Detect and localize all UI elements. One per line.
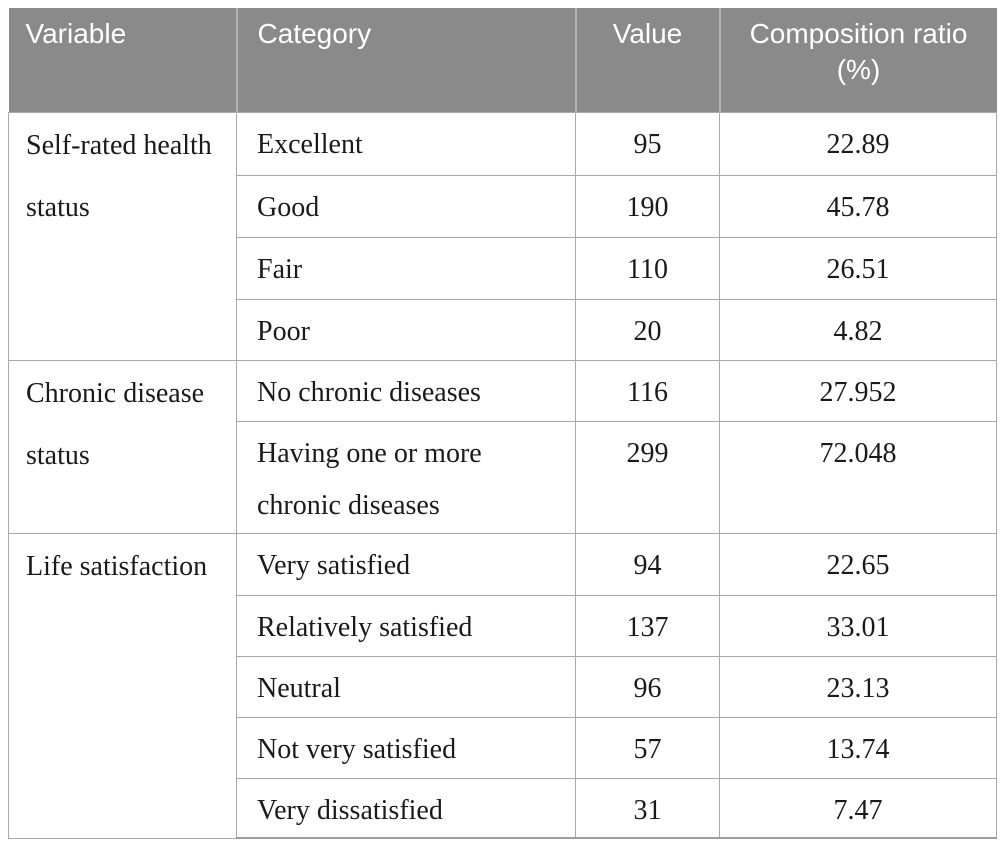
category-cell: Fair (236, 236, 576, 300)
category-cell: Excellent (236, 111, 576, 176)
ratio-cell: 26.51 (719, 236, 997, 300)
ratio-cell: 22.65 (719, 532, 997, 596)
value-cell: 110 (575, 236, 720, 300)
value-cell: 20 (575, 298, 720, 361)
value-cell: 94 (575, 532, 720, 596)
category-cell: Having one or more chronic diseases (236, 420, 576, 534)
ratio-cell: 27.952 (719, 359, 997, 422)
value-cell: 116 (575, 359, 720, 422)
value-cell: 95 (575, 111, 720, 176)
frequency-table: Variable Category Value Composition rati… (8, 8, 997, 839)
value-cell: 137 (575, 594, 720, 657)
table-row: Chronic disease status No chronic diseas… (8, 359, 997, 534)
category-cell: Poor (236, 298, 576, 361)
column-header-composition-ratio: Composition ratio (%) (719, 8, 997, 112)
column-header-value: Value (575, 8, 721, 112)
table-row: Neutral 96 23.13 (9, 655, 997, 718)
ratio-cell: 4.82 (719, 298, 997, 361)
table-row: Good 190 45.78 (9, 174, 997, 238)
value-cell: 57 (575, 716, 720, 779)
ratio-cell: 33.01 (719, 594, 997, 657)
category-cell: Good (236, 174, 576, 238)
table-row: Very dissatisfied 31 7.47 (9, 777, 997, 839)
category-cell: Neutral (236, 655, 576, 718)
column-header-category: Category (236, 8, 577, 112)
table-row: Poor 20 4.82 (9, 298, 997, 361)
variable-cell: Life satisfaction (8, 532, 237, 839)
value-cell: 190 (575, 174, 720, 238)
value-cell: 299 (575, 420, 720, 534)
ratio-cell: 22.89 (719, 111, 997, 176)
variable-cell: Self-rated health status (8, 111, 237, 361)
value-cell: 96 (575, 655, 720, 718)
category-cell: Very satisfied (236, 532, 576, 596)
category-cell: No chronic diseases (236, 359, 576, 422)
ratio-cell: 7.47 (719, 777, 997, 839)
ratio-cell: 13.74 (719, 716, 997, 779)
category-cell: Not very satisfied (236, 716, 576, 779)
table-container: Variable Category Value Composition rati… (8, 8, 997, 839)
table-row: Having one or more chronic diseases 299 … (9, 420, 997, 534)
table-row: Relatively satisfied 137 33.01 (9, 594, 997, 657)
category-cell: Relatively satisfied (236, 594, 576, 657)
ratio-cell: 45.78 (719, 174, 997, 238)
table-row: Self-rated health status Excellent 95 22… (8, 111, 997, 361)
ratio-cell: 72.048 (719, 420, 997, 534)
header-row: Variable Category Value Composition rati… (8, 8, 997, 112)
table-row: Not very satisfied 57 13.74 (9, 716, 997, 779)
table-row: Fair 110 26.51 (9, 236, 997, 300)
column-header-variable: Variable (8, 8, 238, 112)
variable-cell: Chronic disease status (8, 359, 237, 534)
ratio-cell: 23.13 (719, 655, 997, 718)
category-cell: Very dissatisfied (236, 777, 576, 839)
table-row: Life satisfaction Very satisfied 94 22.6… (8, 532, 997, 839)
value-cell: 31 (575, 777, 720, 839)
